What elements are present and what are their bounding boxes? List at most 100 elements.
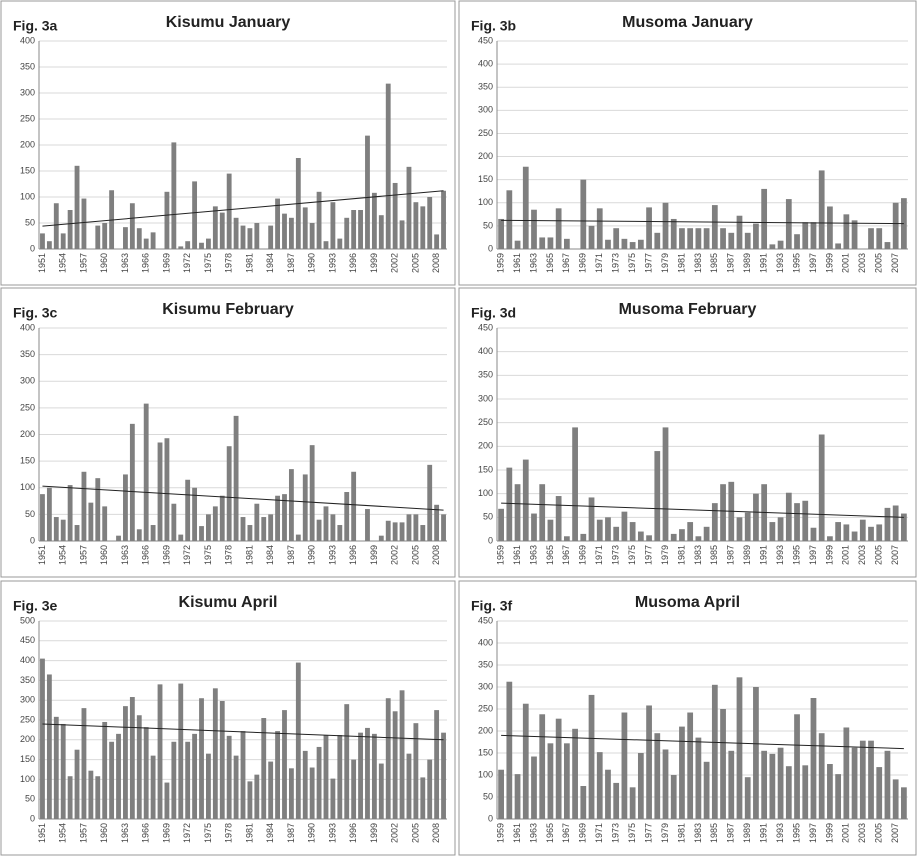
- bar: [302, 750, 308, 819]
- y-tick-label: 350: [20, 349, 35, 359]
- chart-title: Kisumu February: [162, 301, 294, 318]
- bar: [129, 697, 135, 819]
- bar: [164, 191, 170, 249]
- bar: [514, 484, 521, 541]
- x-tick-label: 1999: [369, 823, 379, 843]
- x-tick-label: 1981: [676, 545, 686, 565]
- x-tick-label: 1963: [120, 253, 130, 273]
- bar: [40, 494, 45, 541]
- bar: [605, 239, 611, 249]
- x-tick-label: 1987: [286, 823, 296, 843]
- chart-title: Kisumu January: [166, 14, 291, 31]
- x-tick-label: 2005: [410, 253, 420, 273]
- bar: [761, 188, 768, 249]
- x-tick-label: 1971: [594, 545, 604, 565]
- x-tick-label: 1969: [161, 253, 171, 273]
- bar: [596, 208, 603, 249]
- y-tick-label: 350: [478, 370, 493, 380]
- bar: [150, 232, 156, 249]
- x-tick-label: 1981: [244, 253, 254, 273]
- x-tick-label: 1990: [307, 545, 317, 565]
- bar: [261, 517, 267, 541]
- bar: [703, 228, 710, 249]
- bar: [539, 237, 546, 249]
- bar: [434, 710, 440, 819]
- bar: [892, 505, 899, 541]
- bar: [365, 727, 370, 819]
- bar: [378, 535, 384, 541]
- x-tick-label: 1981: [676, 253, 686, 273]
- bar: [736, 215, 743, 249]
- bar: [646, 207, 652, 249]
- x-tick-label: 1991: [759, 253, 769, 273]
- x-tick-label: 2003: [857, 545, 867, 565]
- x-tick-label: 1959: [495, 253, 505, 273]
- x-tick-label: 1951: [37, 823, 47, 843]
- bar: [164, 438, 170, 541]
- bar: [629, 522, 636, 541]
- x-tick-label: 1993: [775, 823, 785, 843]
- bar: [637, 239, 644, 249]
- bar: [240, 731, 246, 819]
- x-tick-label: 1991: [759, 823, 769, 843]
- bar: [371, 192, 377, 249]
- bar: [40, 233, 45, 249]
- bar: [399, 690, 405, 819]
- bar: [588, 225, 595, 249]
- bar: [876, 524, 883, 541]
- figure-label: Fig. 3f: [471, 598, 513, 614]
- x-tick-label: 1999: [369, 545, 379, 565]
- bar: [233, 217, 239, 249]
- bar: [178, 683, 184, 819]
- bar: [621, 712, 628, 819]
- x-tick-label: 1971: [594, 823, 604, 843]
- bar: [827, 206, 833, 249]
- bar: [555, 718, 562, 819]
- bar: [679, 726, 685, 819]
- bar: [171, 741, 177, 819]
- bar: [794, 234, 800, 249]
- bar: [136, 715, 142, 819]
- bar: [629, 242, 636, 249]
- bar: [413, 514, 419, 541]
- y-tick-label: 350: [478, 659, 493, 669]
- bar: [74, 165, 80, 249]
- bar: [720, 228, 726, 249]
- bar: [81, 708, 87, 819]
- x-tick-label: 1984: [265, 823, 275, 843]
- x-tick-label: 1960: [99, 545, 109, 565]
- x-tick-label: 1987: [286, 545, 296, 565]
- bar: [818, 434, 825, 541]
- bar: [662, 749, 669, 819]
- bar: [365, 135, 370, 249]
- bar: [835, 522, 842, 541]
- y-tick-label: 200: [478, 725, 493, 735]
- bar: [406, 166, 412, 249]
- x-tick-label: 1977: [643, 545, 653, 565]
- bar: [868, 228, 874, 249]
- bar: [53, 203, 59, 249]
- bar: [506, 190, 513, 249]
- x-tick-label: 1984: [265, 545, 275, 565]
- bar: [212, 688, 218, 819]
- x-tick-label: 1993: [327, 253, 337, 273]
- y-tick-label: 450: [478, 322, 493, 332]
- bar: [399, 522, 405, 541]
- bar: [309, 223, 315, 249]
- bar: [385, 698, 391, 819]
- bar: [192, 181, 198, 249]
- bar: [531, 209, 537, 249]
- bar: [744, 777, 751, 819]
- bar: [769, 753, 776, 819]
- panel-border: [0, 287, 456, 578]
- bar: [171, 142, 177, 249]
- x-tick-label: 2001: [841, 823, 851, 843]
- bar: [884, 507, 891, 541]
- bar: [88, 770, 94, 819]
- bar: [323, 506, 329, 541]
- bar: [588, 497, 595, 541]
- bar: [316, 746, 322, 819]
- x-tick-label: 1997: [808, 253, 818, 273]
- bar: [123, 706, 128, 819]
